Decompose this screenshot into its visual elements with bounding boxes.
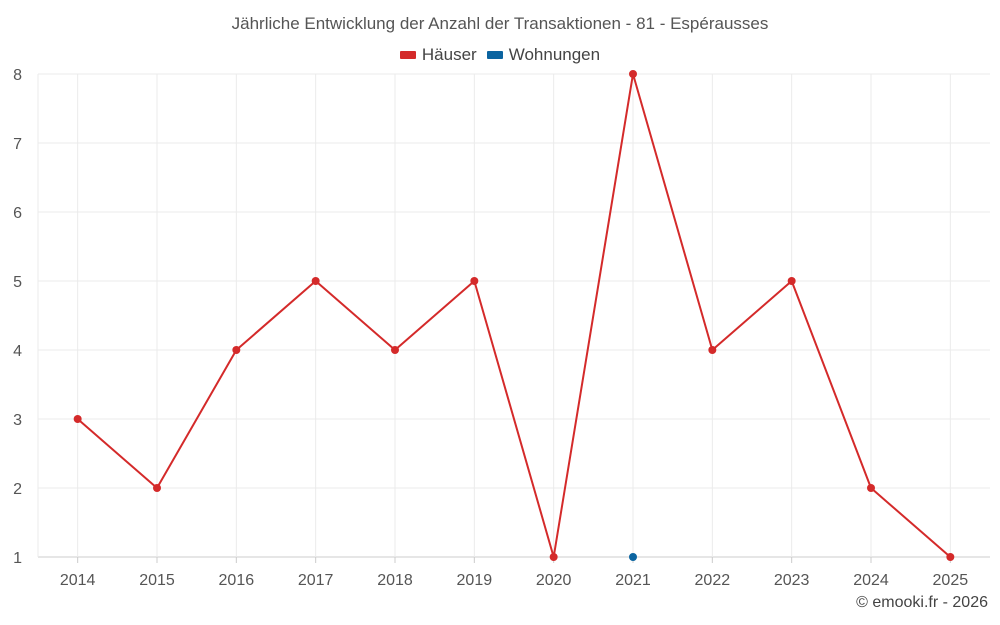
data-point-0 [73, 415, 82, 423]
x-tick-label: 2017 [298, 572, 334, 589]
legend-item-haeuser[interactable]: Häuser [399, 45, 477, 65]
x-tick-label: 2023 [774, 572, 810, 589]
y-tick-label: 7 [13, 136, 22, 153]
data-point-0 [946, 553, 955, 561]
y-tick-label: 2 [13, 481, 22, 498]
data-point-0 [629, 70, 637, 78]
x-tick-label: 2025 [933, 572, 969, 589]
chart-title: Jährliche Entwicklung der Anzahl der Tra… [231, 14, 769, 33]
x-tick-label: 2019 [457, 572, 493, 589]
x-tick-label: 2018 [377, 572, 413, 589]
data-point-0 [311, 277, 320, 285]
data-point-0 [549, 553, 558, 561]
legend-swatch-haeuser [399, 51, 416, 59]
data-point-1 [629, 553, 637, 561]
y-tick-label: 5 [13, 274, 22, 291]
legend: Häuser Wohnungen [0, 45, 1000, 65]
y-tick-label: 4 [13, 343, 22, 360]
data-point-0 [787, 277, 796, 285]
x-tick-label: 2014 [60, 572, 96, 589]
legend-label-wohnungen: Wohnungen [508, 45, 601, 64]
x-tick-label: 2022 [695, 572, 731, 589]
y-tick-label: 1 [13, 550, 22, 567]
x-tick-label: 2024 [853, 572, 889, 589]
x-tick-label: 2021 [615, 572, 651, 589]
data-point-0 [867, 484, 875, 492]
series-line-0 [77, 73, 951, 558]
y-tick-label: 8 [13, 67, 22, 84]
legend-item-wohnungen[interactable]: Wohnungen [486, 45, 601, 65]
legend-label-haeuser: Häuser [421, 45, 477, 64]
credit-text: © emooki.fr - 2026 [856, 594, 988, 611]
x-tick-label: 2020 [536, 572, 572, 589]
data-point-0 [391, 346, 399, 354]
data-point-0 [470, 277, 479, 285]
data-point-0 [708, 346, 717, 354]
y-tick-label: 3 [13, 412, 22, 429]
data-point-0 [232, 346, 241, 354]
data-point-0 [153, 484, 161, 492]
x-tick-label: 2015 [139, 572, 175, 589]
legend-swatch-wohnungen [486, 51, 503, 59]
x-tick-label: 2016 [219, 572, 255, 589]
y-tick-label: 6 [13, 205, 22, 222]
